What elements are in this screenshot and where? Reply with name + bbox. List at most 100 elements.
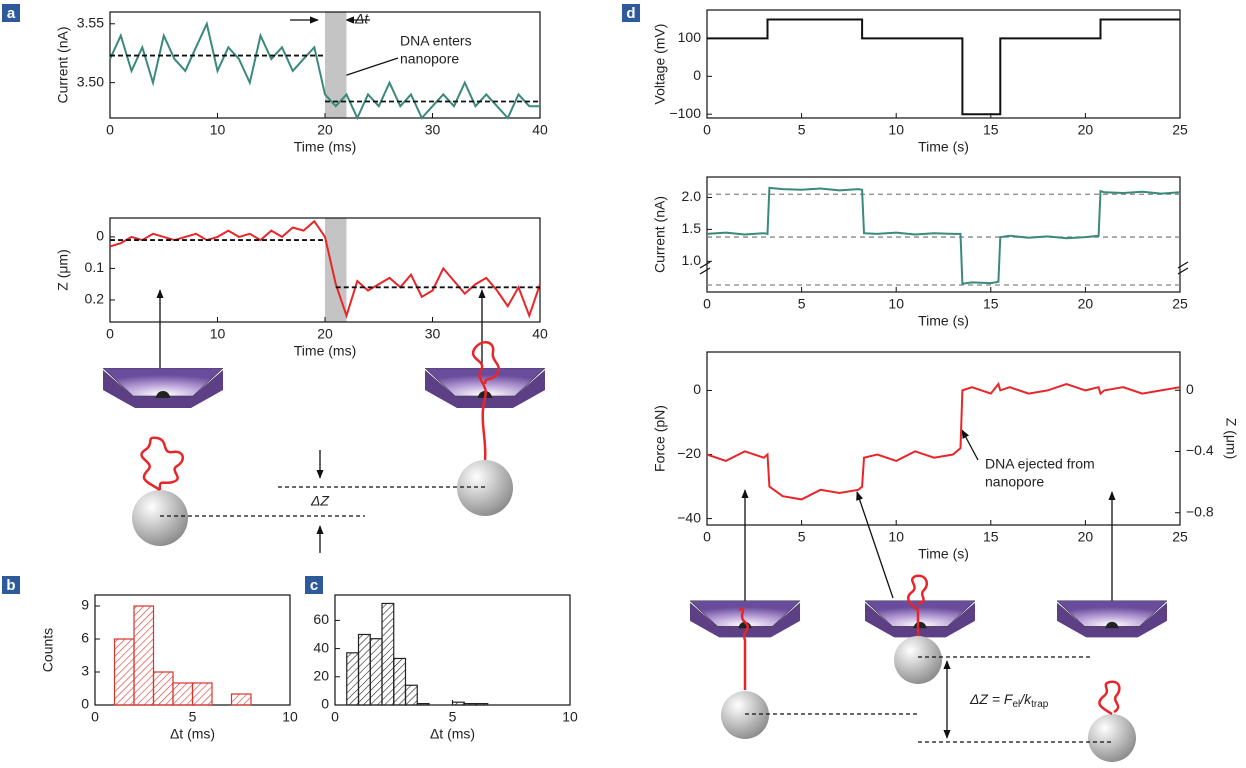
y-tick-label: 0.2 xyxy=(85,291,105,307)
y-tick-label: −20 xyxy=(677,445,701,461)
y-tick-label: 3.55 xyxy=(77,14,104,30)
y-axis-label: Counts xyxy=(40,628,56,672)
x-axis-label: Δt (ms) xyxy=(430,726,475,742)
y-axis-label: Force (pN) xyxy=(652,405,668,472)
panel-badge xyxy=(622,4,640,22)
x-tick-label: 10 xyxy=(282,709,298,725)
plot-frame xyxy=(706,9,1181,119)
y-tick-label: 0 xyxy=(321,696,329,712)
arrow xyxy=(856,491,894,599)
line xyxy=(706,381,1181,501)
x-tick-label: 25 xyxy=(1172,529,1188,545)
dna xyxy=(1098,680,1121,716)
x-tick-label: 0 xyxy=(106,122,114,138)
x-axis-label: Time (s) xyxy=(918,546,969,562)
x-axis-label: Time (ms) xyxy=(294,139,356,155)
y-tick-label: 9 xyxy=(81,597,89,613)
annotation: DNA ejected from xyxy=(985,456,1095,472)
x-tick-label: 20 xyxy=(1078,122,1094,138)
x-tick-label: 0 xyxy=(703,296,711,312)
y-tick-label: 0 xyxy=(81,696,89,712)
plot-frame xyxy=(706,351,1181,526)
x-tick-label: 20 xyxy=(317,326,333,342)
y-tick-label: 60 xyxy=(313,611,329,627)
panel-badge xyxy=(305,576,323,594)
histogram-bar xyxy=(393,657,407,706)
y2-axis-label: Z (μm) xyxy=(1223,418,1239,460)
y2-tick-label: −0.8 xyxy=(1186,503,1214,519)
x-tick-label: 0 xyxy=(703,122,711,138)
x-tick-label: 5 xyxy=(798,296,806,312)
histogram-bar xyxy=(416,702,430,706)
y2-tick-label: 0 xyxy=(1186,381,1194,397)
y-tick-label: 2.0 xyxy=(682,188,702,204)
panel-badge xyxy=(2,4,20,22)
annotation: DNA enters xyxy=(400,33,472,49)
x-tick-label: 30 xyxy=(425,122,441,138)
dna xyxy=(907,574,928,636)
axis-break xyxy=(699,261,1189,275)
plot-frame xyxy=(706,176,1181,293)
x-tick-label: 0 xyxy=(106,326,114,342)
bead xyxy=(1088,714,1136,762)
y-tick-label: 0 xyxy=(693,67,701,83)
x-tick-label: 0 xyxy=(331,709,339,725)
bead xyxy=(457,460,513,516)
annotation: Δt xyxy=(354,11,369,27)
dna xyxy=(140,436,185,492)
delta-z: ΔZ xyxy=(310,493,329,509)
line xyxy=(706,186,1181,285)
histogram-bar xyxy=(381,602,395,706)
histogram-bar xyxy=(346,652,360,706)
x-tick-label: 40 xyxy=(532,326,548,342)
bead xyxy=(721,691,769,739)
x-tick-label: 5 xyxy=(798,529,806,545)
line xyxy=(707,18,1180,116)
x-tick-label: 0 xyxy=(91,709,99,725)
histogram-bar xyxy=(172,682,194,706)
y-tick-label: 1.5 xyxy=(682,220,702,236)
y-axis-label: Voltage (mV) xyxy=(652,24,668,105)
histogram-bar xyxy=(152,671,174,706)
y-tick-label: 100 xyxy=(678,29,702,45)
x-axis-label: Time (s) xyxy=(918,139,969,155)
x-tick-label: 10 xyxy=(210,326,226,342)
y-axis-label: Current (nA) xyxy=(652,196,668,273)
x-tick-label: 10 xyxy=(210,122,226,138)
panel-label: b xyxy=(6,577,15,594)
annotation: nanopore xyxy=(400,51,459,67)
x-tick-label: 20 xyxy=(1078,529,1094,545)
histogram-bar xyxy=(113,638,135,706)
x-tick-label: 15 xyxy=(983,529,999,545)
y-tick-label: 6 xyxy=(81,630,89,646)
histogram-bar xyxy=(463,702,477,706)
x-tick-label: 40 xyxy=(532,122,548,138)
y-tick-label: 1.0 xyxy=(682,252,702,268)
y-axis-label: Z (μm) xyxy=(55,249,71,291)
nanopore xyxy=(103,368,223,409)
x-tick-label: 25 xyxy=(1172,122,1188,138)
x-tick-label: 20 xyxy=(1078,296,1094,312)
eq-part: trap xyxy=(1031,699,1049,710)
panel-badge xyxy=(2,576,20,594)
x-tick-label: 10 xyxy=(888,122,904,138)
x-tick-label: 10 xyxy=(888,296,904,312)
shade xyxy=(325,218,347,322)
y-tick-label: 0.1 xyxy=(85,259,105,275)
equation: ΔZ = Fel/ktrap xyxy=(969,691,1049,710)
panel-label: d xyxy=(626,5,635,22)
histogram-bar xyxy=(191,682,213,706)
line xyxy=(109,20,540,121)
panel-label: c xyxy=(310,577,318,594)
y-tick-label: 3 xyxy=(81,663,89,679)
x-tick-label: 5 xyxy=(189,709,197,725)
eq-part: /k xyxy=(1019,691,1032,707)
eq-part: ΔZ = F xyxy=(969,691,1014,707)
y-tick-label: 3.50 xyxy=(77,73,104,89)
x-tick-label: 30 xyxy=(425,326,441,342)
y-axis-label: Current (nA) xyxy=(55,26,71,103)
x-tick-label: 5 xyxy=(798,122,806,138)
dna xyxy=(471,340,500,461)
histogram-bar xyxy=(369,638,383,706)
